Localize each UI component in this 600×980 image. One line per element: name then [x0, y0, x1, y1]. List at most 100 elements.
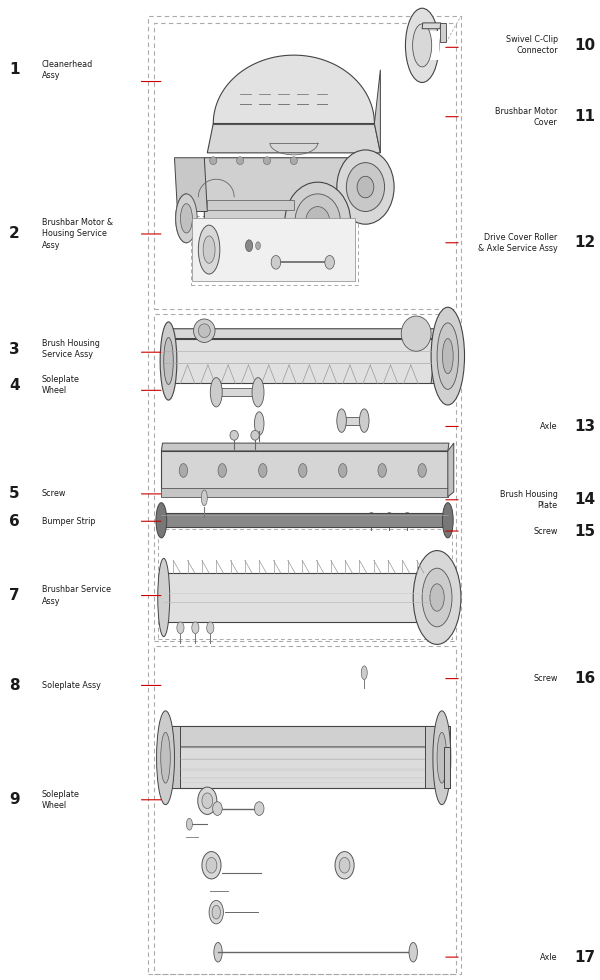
Ellipse shape [187, 818, 193, 830]
Ellipse shape [431, 308, 464, 405]
Text: Screw: Screw [42, 489, 67, 499]
Ellipse shape [203, 236, 215, 264]
Ellipse shape [409, 943, 418, 962]
Ellipse shape [254, 802, 264, 815]
Ellipse shape [433, 710, 451, 805]
Text: 3: 3 [9, 342, 20, 357]
Polygon shape [160, 726, 450, 747]
Ellipse shape [198, 787, 217, 814]
Ellipse shape [271, 256, 281, 270]
Ellipse shape [157, 710, 175, 805]
Polygon shape [193, 219, 355, 281]
Ellipse shape [236, 157, 244, 165]
Polygon shape [431, 328, 456, 383]
Ellipse shape [422, 568, 452, 627]
Ellipse shape [256, 242, 260, 250]
Text: 16: 16 [574, 671, 596, 686]
Ellipse shape [306, 207, 329, 236]
Ellipse shape [192, 622, 199, 634]
Ellipse shape [230, 430, 238, 440]
Polygon shape [164, 573, 430, 622]
Ellipse shape [245, 240, 253, 252]
Ellipse shape [158, 559, 170, 637]
Text: 7: 7 [9, 588, 20, 603]
Text: 14: 14 [575, 492, 596, 508]
Ellipse shape [202, 852, 221, 879]
Ellipse shape [285, 182, 350, 261]
Polygon shape [422, 30, 439, 60]
Ellipse shape [164, 337, 173, 384]
Ellipse shape [202, 490, 207, 506]
Ellipse shape [357, 176, 374, 198]
Ellipse shape [161, 732, 170, 783]
Ellipse shape [299, 464, 307, 477]
Text: 8: 8 [9, 678, 20, 693]
Ellipse shape [199, 323, 210, 337]
Text: 11: 11 [575, 109, 596, 124]
Text: 17: 17 [575, 950, 596, 964]
Ellipse shape [209, 901, 223, 924]
Ellipse shape [206, 622, 214, 634]
Polygon shape [341, 416, 364, 424]
Polygon shape [161, 488, 448, 497]
Polygon shape [161, 451, 448, 490]
Polygon shape [444, 747, 450, 788]
Polygon shape [164, 328, 449, 338]
Ellipse shape [212, 802, 222, 815]
Text: 1: 1 [9, 63, 20, 77]
Ellipse shape [295, 194, 340, 249]
Text: 10: 10 [575, 38, 596, 53]
Ellipse shape [263, 157, 271, 165]
Ellipse shape [361, 665, 367, 679]
Text: Brushbar Motor
Cover: Brushbar Motor Cover [495, 107, 557, 126]
Polygon shape [422, 23, 440, 28]
Ellipse shape [337, 150, 394, 224]
Ellipse shape [346, 163, 385, 212]
Ellipse shape [194, 318, 215, 342]
Text: 12: 12 [574, 235, 596, 250]
Text: 4: 4 [9, 378, 20, 393]
Text: Screw: Screw [533, 674, 557, 683]
Ellipse shape [437, 732, 446, 783]
Text: Axle: Axle [540, 953, 557, 961]
Text: 5: 5 [9, 486, 20, 502]
Polygon shape [160, 747, 444, 788]
Polygon shape [213, 55, 374, 123]
Text: Axle: Axle [540, 422, 557, 431]
Ellipse shape [199, 225, 220, 274]
Ellipse shape [437, 322, 458, 389]
Ellipse shape [413, 551, 461, 645]
Ellipse shape [338, 464, 347, 477]
Text: Brushbar Service
Assy: Brushbar Service Assy [42, 585, 111, 606]
Text: Cleanerhead
Assy: Cleanerhead Assy [42, 60, 93, 79]
Text: Soleplate
Wheel: Soleplate Wheel [42, 790, 80, 809]
Text: Bumper Strip: Bumper Strip [42, 516, 95, 526]
Polygon shape [175, 158, 207, 212]
Polygon shape [161, 514, 448, 527]
Text: 13: 13 [575, 419, 596, 434]
Text: Brush Housing
Plate: Brush Housing Plate [500, 490, 557, 510]
Ellipse shape [254, 412, 264, 435]
Text: Brushbar Motor &
Housing Service
Assy: Brushbar Motor & Housing Service Assy [42, 219, 113, 250]
Text: 2: 2 [9, 226, 20, 241]
Ellipse shape [290, 157, 298, 165]
Text: 6: 6 [9, 514, 20, 529]
Ellipse shape [202, 793, 212, 808]
Text: 9: 9 [9, 792, 20, 808]
Polygon shape [164, 338, 443, 383]
Ellipse shape [176, 194, 197, 243]
Ellipse shape [209, 157, 217, 165]
Ellipse shape [359, 409, 369, 432]
Ellipse shape [160, 321, 177, 400]
Ellipse shape [259, 464, 267, 477]
Text: Soleplate Assy: Soleplate Assy [42, 681, 101, 690]
Ellipse shape [179, 464, 188, 477]
Ellipse shape [404, 513, 411, 522]
Ellipse shape [210, 377, 222, 407]
Text: Drive Cover Roller
& Axle Service Assy: Drive Cover Roller & Axle Service Assy [478, 232, 557, 253]
Polygon shape [216, 388, 258, 396]
Ellipse shape [401, 317, 431, 351]
Ellipse shape [252, 377, 264, 407]
Ellipse shape [418, 464, 427, 477]
Ellipse shape [442, 503, 453, 538]
